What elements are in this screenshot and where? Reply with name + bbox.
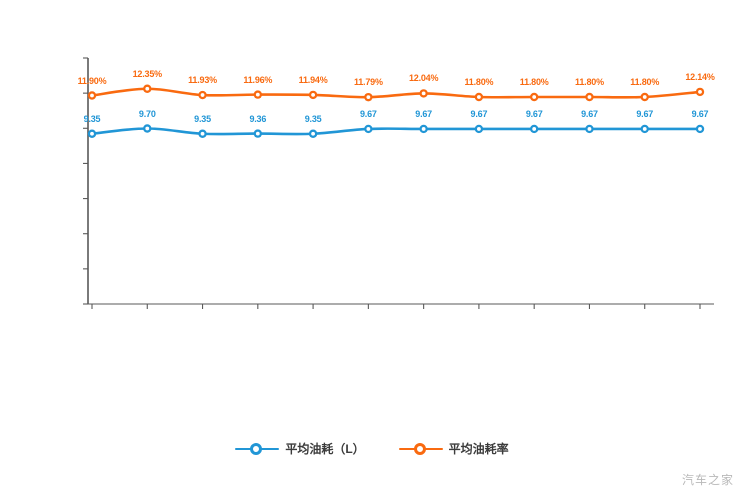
data-point-marker-core [477, 95, 481, 99]
data-label: 9.35 [83, 113, 101, 124]
data-label: 11.80% [464, 77, 494, 87]
data-point-marker-core [311, 93, 315, 97]
data-point-marker-core [698, 90, 702, 94]
data-point-marker-core [200, 93, 205, 97]
data-label: 9.67 [360, 108, 377, 119]
data-point-marker-core [421, 91, 426, 96]
data-point-marker-core [532, 127, 537, 131]
data-point-marker-core [145, 126, 150, 131]
data-label: 11.80% [519, 77, 549, 87]
data-point-marker-core [255, 131, 260, 136]
data-point-marker-core [255, 92, 260, 97]
data-label: 12.04% [408, 73, 439, 84]
legend-label-series-1: 平均油耗率 [448, 442, 509, 456]
data-label: 11.94% [298, 74, 328, 85]
data-point-marker-core [200, 131, 205, 136]
legend-item-series-0[interactable]: 平均油耗（L） [235, 440, 365, 457]
data-label: 11.80% [575, 77, 604, 87]
data-point-marker-core [421, 127, 426, 131]
data-point-marker-core [587, 95, 592, 99]
data-point-marker-core [90, 131, 94, 136]
data-point-marker-core [587, 127, 592, 131]
legend-label-series-0: 平均油耗（L） [285, 442, 365, 456]
data-label: 11.90% [77, 75, 107, 86]
data-label: 11.96% [243, 74, 273, 85]
data-label: 9.36 [249, 113, 267, 124]
data-label: 11.79% [353, 77, 383, 88]
data-point-marker-core [90, 93, 94, 98]
data-label: 9.70 [138, 108, 156, 119]
data-label: 12.35% [132, 68, 163, 79]
data-label: 9.67 [415, 108, 432, 119]
data-point-marker-core [642, 95, 647, 99]
data-label: 9.67 [691, 108, 709, 119]
data-point-marker-core [642, 127, 647, 131]
legend-item-series-1[interactable]: 平均油耗率 [398, 440, 509, 457]
data-label: 11.80% [630, 77, 660, 87]
data-point-marker-core [366, 95, 371, 100]
data-label: 11.93% [188, 75, 217, 86]
chart-legend: 平均油耗（L） 平均油耗率 [0, 440, 744, 457]
legend-marker-blue [235, 442, 280, 456]
axis-group [83, 57, 714, 309]
data-point-marker-core [698, 127, 702, 131]
data-label: 9.67 [581, 108, 598, 119]
data-label: 9.67 [636, 108, 654, 119]
series-1-group [87, 84, 705, 102]
legend-marker-orange [398, 442, 443, 456]
data-label: 9.67 [470, 108, 488, 119]
data-label: 9.35 [304, 113, 322, 124]
data-label: 9.35 [194, 113, 211, 124]
watermark-autohome: 汽车之家 [681, 473, 734, 487]
series-0-line [90, 127, 702, 136]
series-1-line [90, 87, 702, 99]
data-label: 9.67 [525, 108, 543, 119]
series-0-group [87, 124, 705, 138]
data-point-marker-core [311, 131, 315, 136]
data-point-marker-core [366, 127, 371, 131]
data-point-marker-core [145, 86, 150, 91]
data-label: 12.14% [685, 71, 715, 82]
data-point-marker-core [532, 95, 537, 99]
data-point-marker-core [477, 127, 481, 131]
